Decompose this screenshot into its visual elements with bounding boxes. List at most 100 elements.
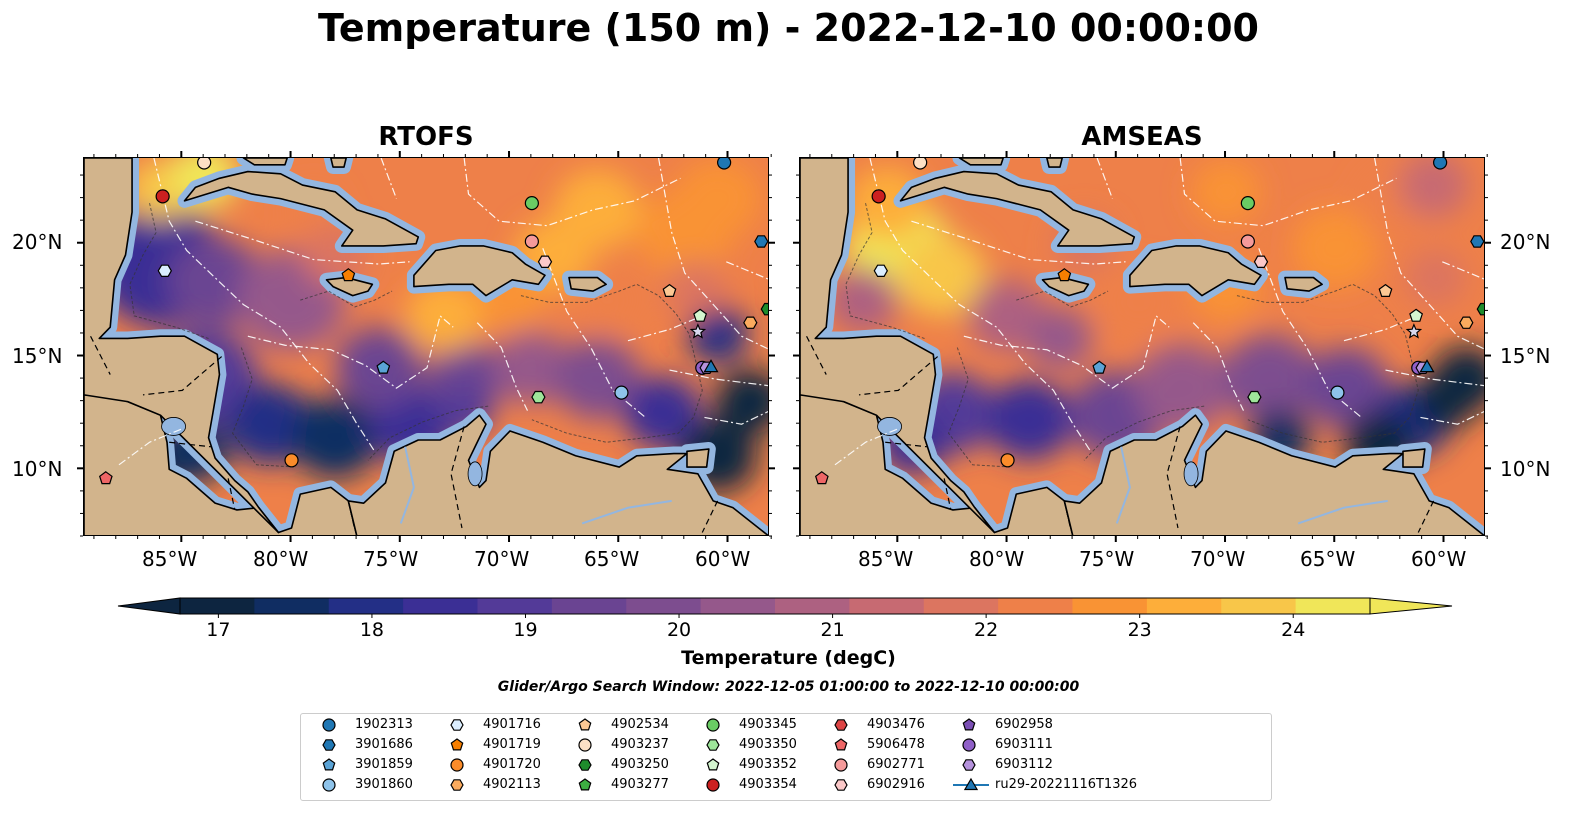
colorbar-segment	[1221, 598, 1297, 614]
eez-boundary	[963, 314, 1170, 389]
pentagon-marker-icon	[578, 778, 592, 791]
land	[242, 158, 288, 166]
river	[1297, 499, 1388, 525]
hexagon-marker-icon	[834, 779, 848, 791]
country-border	[90, 335, 111, 375]
legend-glider-symbol	[963, 777, 979, 791]
legend-label: 1902313	[355, 717, 413, 732]
pentagon-marker-icon	[834, 738, 848, 751]
legend-symbol	[834, 719, 848, 731]
map-amseas	[799, 157, 1485, 536]
float-6902916	[1253, 255, 1269, 269]
legend-label: 5906478	[867, 737, 925, 752]
legend-symbol	[450, 738, 464, 751]
lon-label-65w-right: 65°W	[1300, 547, 1356, 571]
float-4902113	[743, 316, 758, 329]
circle-marker-icon	[450, 758, 464, 772]
legend-symbol	[322, 778, 336, 792]
country-border	[1166, 426, 1181, 529]
land	[413, 245, 546, 297]
lake-nicaragua	[877, 417, 902, 436]
eez-boundary	[726, 261, 768, 280]
colorbar-tick-label: 17	[206, 619, 230, 638]
eez-boundary	[834, 428, 899, 466]
legend-symbol	[706, 778, 720, 792]
country-border	[806, 335, 827, 375]
legend-label: 4901719	[483, 737, 541, 752]
eez-boundary	[1385, 369, 1484, 387]
rtofs-map-svg	[84, 158, 768, 535]
legend-label: 4903354	[739, 777, 797, 792]
float-1902313	[1433, 158, 1448, 170]
lat-label-20n-right: 20°N	[1500, 230, 1551, 254]
lake-maracaibo	[467, 461, 483, 487]
legend-label: 4902534	[611, 717, 669, 732]
legend-symbol	[578, 738, 592, 752]
colorbar-tick-label: 23	[1128, 619, 1152, 638]
float-4903354	[871, 189, 886, 204]
colorbar-segment	[1295, 598, 1371, 614]
colorbar-extend-high	[1369, 597, 1453, 615]
figure-title: Temperature (150 m) - 2022-12-10 00:00:0…	[317, 6, 1259, 50]
circle-marker-icon	[834, 758, 848, 772]
circle-marker-icon	[706, 778, 720, 792]
float-4903350	[531, 390, 546, 404]
legend-symbol	[962, 718, 976, 731]
float-4903354	[155, 189, 170, 204]
isobath-contour	[1236, 283, 1419, 443]
river	[1115, 446, 1131, 524]
legend-label: 6903111	[995, 737, 1053, 752]
eez-boundary	[1179, 158, 1397, 227]
legend-label: ru29-20221116T1326	[995, 777, 1138, 792]
legend-symbol	[578, 778, 592, 791]
country-border	[885, 441, 927, 448]
float-4902534	[662, 283, 677, 297]
temperature-patch	[1302, 347, 1390, 429]
eez-boundary	[1096, 158, 1113, 199]
colorbar-segment	[328, 598, 404, 614]
country-border	[347, 500, 356, 531]
country-border	[858, 356, 939, 396]
river	[399, 446, 415, 524]
temperature-patch	[968, 279, 1047, 353]
temperature-patch	[291, 397, 379, 479]
float-5906478	[98, 471, 113, 485]
land	[686, 448, 710, 468]
legend-symbol	[578, 718, 592, 731]
triangle-line-marker-icon	[953, 777, 989, 791]
circle-marker-icon	[962, 738, 976, 752]
glider-ru29	[1419, 359, 1435, 373]
lat-label-10n-right: 10°N	[1500, 457, 1551, 481]
legend-label: 6902771	[867, 757, 925, 772]
land	[84, 158, 280, 534]
legend-symbol	[962, 759, 976, 771]
legend-label: 4901720	[483, 757, 541, 772]
hexagon-marker-icon	[322, 739, 336, 751]
eez-boundary	[704, 410, 768, 425]
amseas-map-svg	[800, 158, 1484, 535]
eez-boundary	[911, 220, 1126, 265]
circle-marker-icon	[706, 718, 720, 732]
legend-label: 4903350	[739, 737, 797, 752]
legend-label: 3901686	[355, 737, 413, 752]
eez-boundary	[476, 322, 529, 411]
country-border	[1417, 500, 1435, 533]
land	[183, 170, 420, 247]
float-4902113	[1459, 316, 1474, 329]
temperature-patch	[665, 260, 727, 318]
float-star-marker	[1405, 323, 1423, 339]
colorbar-segment	[1072, 598, 1148, 614]
float-3901686	[1470, 235, 1484, 248]
lon-label-75w-right: 75°W	[1079, 547, 1135, 571]
legend-label: 4903237	[611, 737, 669, 752]
eez-boundary	[1442, 261, 1484, 280]
pentagon-marker-icon	[322, 758, 336, 771]
legend-symbol	[706, 718, 720, 732]
pentagon-marker-icon	[450, 738, 464, 751]
float-4901719	[1057, 268, 1072, 282]
temperature-patch	[985, 379, 1074, 461]
land	[1063, 414, 1484, 535]
legend-label: 4903277	[611, 777, 669, 792]
float-4901720	[284, 453, 299, 468]
